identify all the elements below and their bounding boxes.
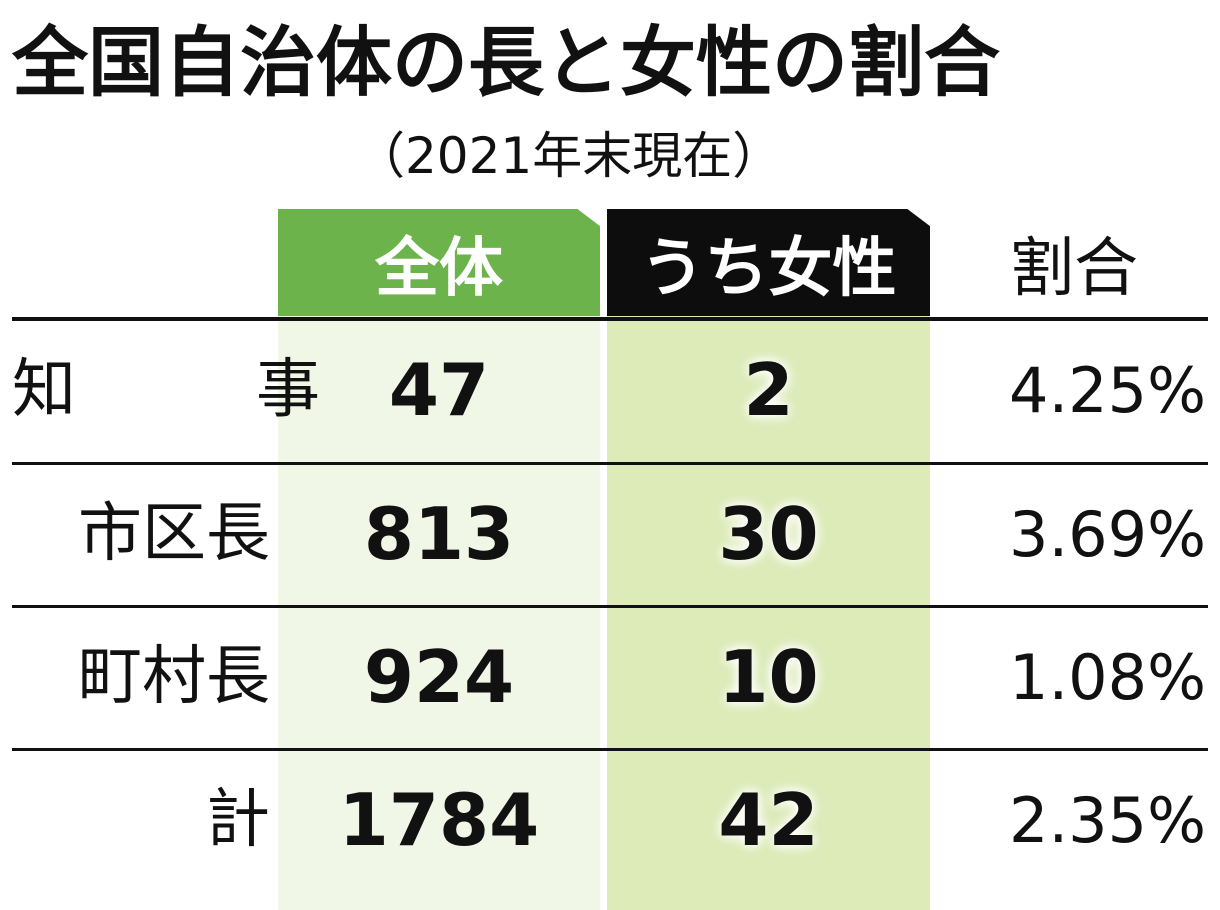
- ratio-value-city-ward-mayor: 3.69%: [1009, 498, 1206, 571]
- women-value-governor: 2: [743, 348, 794, 432]
- table-row-rule-2: [12, 605, 1208, 608]
- header-total: 全体: [278, 209, 600, 316]
- row-label-town-village-mayor: 町村長: [78, 640, 270, 714]
- ratio-value-town-village-mayor: 1.08%: [1009, 641, 1206, 714]
- total-value-city-ward-mayor: 813: [363, 492, 515, 576]
- table-row-city-ward-mayor: 市区長 813 30 3.69%: [12, 463, 1208, 606]
- row-label-governor: 知 事: [12, 353, 378, 427]
- row-label-city-ward-mayor: 市区長: [78, 497, 270, 571]
- row-label-total: 計: [206, 783, 270, 857]
- total-value-total: 1784: [338, 778, 540, 862]
- header-ratio: 割合: [1010, 231, 1138, 306]
- ratio-value-total: 2.35%: [1009, 784, 1206, 857]
- ratio-value-governor: 4.25%: [1009, 354, 1206, 427]
- women-value-city-ward-mayor: 30: [718, 492, 819, 576]
- table-row-rule-3: [12, 748, 1208, 751]
- total-value-town-village-mayor: 924: [363, 635, 515, 719]
- chart-title: 全国自治体の長と女性の割合: [12, 18, 1000, 107]
- women-value-total: 42: [718, 778, 819, 862]
- women-column-background: [607, 316, 930, 910]
- table-row-governor: 知 事 47 2 4.25%: [12, 319, 1208, 462]
- table-row-town-village-mayor: 町村長 924 10 1.08%: [12, 606, 1208, 749]
- chart-subtitle: （2021年末現在）: [355, 127, 783, 185]
- table-row-total: 計 1784 42 2.35%: [12, 749, 1208, 892]
- header-women: うち女性: [607, 209, 930, 316]
- table-row-rule-1: [12, 462, 1208, 465]
- table-top-rule: [12, 317, 1208, 321]
- total-value-governor: 47: [388, 348, 490, 432]
- women-value-town-village-mayor: 10: [718, 635, 819, 719]
- total-column-background: [278, 316, 600, 910]
